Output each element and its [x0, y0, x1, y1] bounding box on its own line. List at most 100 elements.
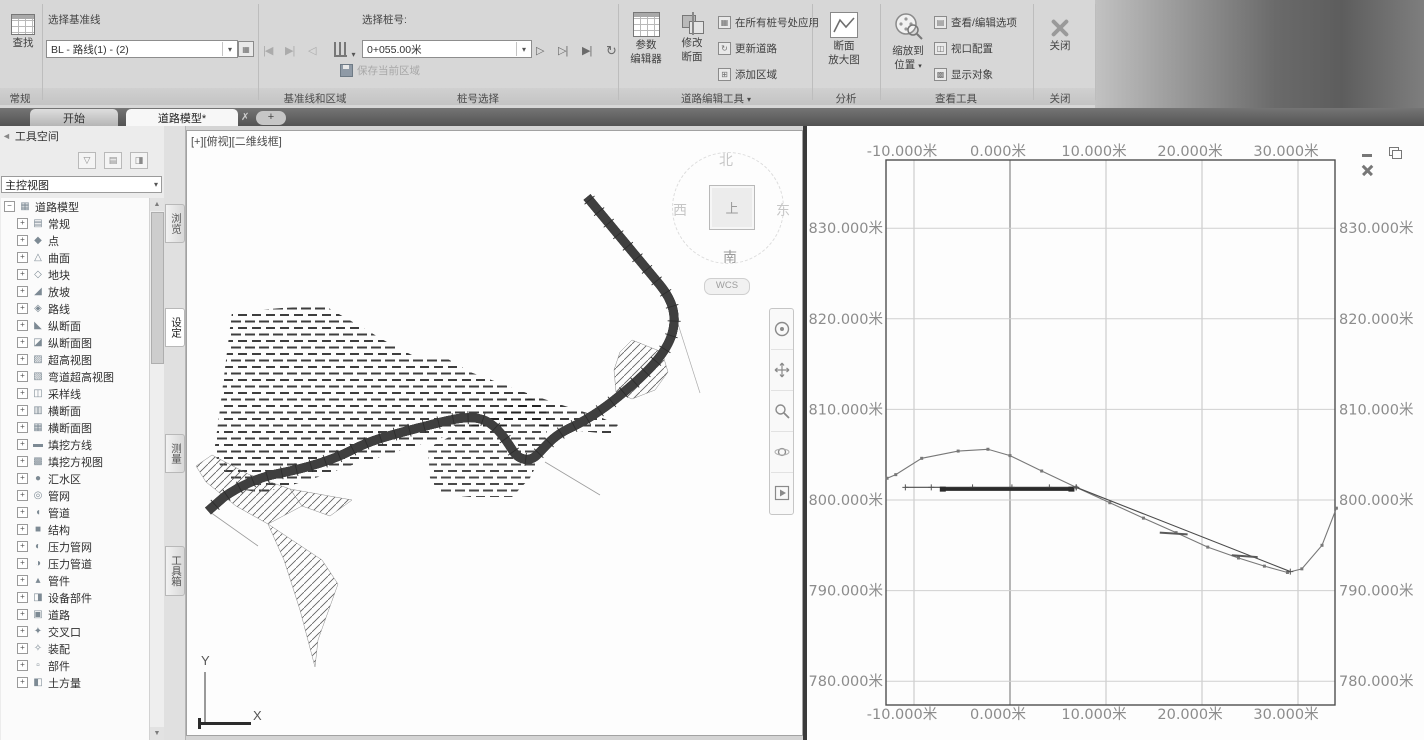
tree-item[interactable]: + ◨ 设备部件 — [1, 589, 149, 606]
tree-expander-icon[interactable]: + — [17, 524, 28, 535]
show-motion-icon[interactable] — [771, 473, 793, 513]
tree-item[interactable]: + ▦ 横断面图 — [1, 419, 149, 436]
tree-item[interactable]: + △ 曲面 — [1, 249, 149, 266]
tree-item[interactable]: + ✦ 交叉口 — [1, 623, 149, 640]
tree-expander-icon[interactable]: − — [4, 201, 15, 212]
tree-expander-icon[interactable]: + — [17, 235, 28, 246]
scroll-up-icon[interactable]: ▲ — [150, 198, 164, 211]
viewcube-west[interactable]: 西 — [673, 202, 687, 218]
section-zoom-chart-button[interactable]: 断面 放大图 — [822, 12, 866, 66]
tree-expander-icon[interactable]: + — [17, 269, 28, 280]
tree-expander-icon[interactable]: + — [17, 660, 28, 671]
side-tab-4[interactable]: 工具箱 — [165, 546, 185, 596]
apply-station-range-button[interactable]: ▦ 在所有桩号处应用 — [718, 14, 819, 30]
side-tab-1[interactable]: 浏览 — [165, 204, 185, 243]
tree-item[interactable]: + ◑ 压力管道 — [1, 555, 149, 572]
side-tab-2[interactable]: 设定 — [165, 308, 185, 347]
minimize-icon[interactable] — [1360, 146, 1375, 159]
tree-expander-icon[interactable]: + — [17, 303, 28, 314]
tree-item[interactable]: + ◖ 管道 — [1, 504, 149, 521]
view-edit-options-button[interactable]: ▤ 查看/编辑选项 — [934, 14, 1017, 30]
tab-start[interactable]: 开始 — [30, 109, 118, 126]
tree-item[interactable]: + ◆ 点 — [1, 232, 149, 249]
chevron-down-icon[interactable]: ▾ — [516, 42, 531, 56]
tree-expander-icon[interactable]: + — [17, 286, 28, 297]
tree-expander-icon[interactable]: + — [17, 575, 28, 586]
tree-expander-icon[interactable]: + — [17, 507, 28, 518]
tree-item[interactable]: + ◫ 采样线 — [1, 385, 149, 402]
tree-item[interactable]: + ▨ 超高视图 — [1, 351, 149, 368]
viewcube-top-face[interactable]: 上 — [709, 185, 755, 230]
tree-expander-icon[interactable]: + — [17, 626, 28, 637]
parameter-editor-button[interactable]: 参数 编辑器 — [626, 12, 666, 65]
update-corridor-button[interactable]: ↻ 更新道路 — [718, 40, 777, 56]
tree-expander-icon[interactable]: + — [17, 405, 28, 416]
tree-expander-icon[interactable]: + — [17, 490, 28, 501]
last-station-button[interactable]: ▶| — [582, 45, 592, 57]
close-button[interactable]: 关闭 — [1040, 18, 1080, 52]
tab-close-icon[interactable]: ✗ — [241, 112, 250, 123]
tree-expander-icon[interactable]: + — [17, 388, 28, 399]
viewcube-north[interactable]: 北 — [719, 152, 733, 168]
tree-item[interactable]: + ◢ 放坡 — [1, 283, 149, 300]
pick-baseline-button[interactable]: ▦ — [238, 41, 254, 57]
tree-expander-icon[interactable]: + — [17, 677, 28, 688]
view-mode-dropdown[interactable]: 主控视图 ▾ — [1, 176, 162, 193]
tree-item[interactable]: + ▫ 部件 — [1, 657, 149, 674]
tree-expander-icon[interactable]: + — [17, 473, 28, 484]
next-region-button[interactable]: ▷| — [558, 45, 568, 57]
tree-expander-icon[interactable]: + — [17, 422, 28, 433]
baseline-dropdown[interactable]: BL - 路线(1) - (2) ▾ — [46, 40, 238, 58]
tree-scrollbar[interactable]: ▲ ▼ — [149, 198, 164, 740]
tree-item[interactable]: + ◇ 地块 — [1, 266, 149, 283]
viewcube-south[interactable]: 南 — [723, 249, 737, 265]
tree-item[interactable]: + ◪ 纵断面图 — [1, 334, 149, 351]
chevron-down-icon[interactable]: ▾ — [222, 42, 237, 56]
tree-item[interactable]: + ▩ 填挖方视图 — [1, 453, 149, 470]
road-corridor[interactable] — [208, 196, 681, 511]
tree-expander-icon[interactable]: + — [17, 252, 28, 263]
tree-item[interactable]: + ● 汇水区 — [1, 470, 149, 487]
tree-expander-icon[interactable]: + — [17, 337, 28, 348]
tree-expander-icon[interactable]: + — [17, 558, 28, 569]
tree-item[interactable]: + ▤ 常规 — [1, 215, 149, 232]
viewport-controls-label[interactable]: [+][俯视][二维线框] — [191, 136, 282, 148]
station-dropdown[interactable]: 0+055.00米 ▾ — [362, 40, 532, 58]
viewcube-east[interactable]: 东 — [776, 202, 790, 218]
tree-item[interactable]: − ▦ 道路模型 — [1, 198, 149, 215]
tree-item[interactable]: + ▥ 横断面 — [1, 402, 149, 419]
viewcube-ring[interactable] — [672, 152, 784, 264]
modify-section-button[interactable]: 修改 断面 — [672, 12, 712, 63]
steering-wheel-icon[interactable] — [770, 309, 793, 350]
tree-expander-icon[interactable]: + — [17, 643, 28, 654]
last-region-button[interactable]: ▶| — [285, 45, 295, 57]
tree-expander-icon[interactable]: + — [17, 456, 28, 467]
previous-region-button[interactable]: ◁ — [308, 45, 317, 57]
tree-item[interactable]: + ▣ 道路 — [1, 606, 149, 623]
first-station-button[interactable]: |◀ — [263, 45, 273, 57]
tree-item[interactable]: + ▴ 管件 — [1, 572, 149, 589]
tree-expander-icon[interactable]: + — [17, 609, 28, 620]
tree-expander-icon[interactable]: + — [17, 354, 28, 365]
restore-icon[interactable] — [1387, 146, 1403, 159]
tree-expander-icon[interactable]: + — [17, 371, 28, 382]
show-objects-button[interactable]: ▩ 显示对象 — [934, 66, 993, 82]
tree-item[interactable]: + ▧ 弯道超高视图 — [1, 368, 149, 385]
new-tab-button[interactable]: + — [256, 111, 286, 125]
tree-item[interactable]: + ◧ 土方量 — [1, 674, 149, 691]
tree-item[interactable]: + ◈ 路线 — [1, 300, 149, 317]
save-region-button[interactable]: 保存当前区域 — [340, 62, 420, 78]
collapse-icon[interactable]: ◄ — [2, 131, 11, 141]
tab-drawing-active[interactable]: 道路模型* — [126, 109, 238, 126]
tree-item[interactable]: + ▬ 填挖方线 — [1, 436, 149, 453]
orbit-icon[interactable] — [770, 432, 793, 473]
tree-item[interactable]: + ◎ 管网 — [1, 487, 149, 504]
tree-expander-icon[interactable]: + — [17, 592, 28, 603]
next-station-button[interactable]: ▷ — [536, 45, 545, 57]
viewport-divider[interactable] — [803, 126, 807, 740]
scroll-down-icon[interactable]: ▼ — [150, 727, 164, 740]
find-button[interactable]: 查找 — [6, 14, 40, 49]
pan-icon[interactable] — [770, 350, 793, 391]
zoom-to-offset-button[interactable]: 缩放到 位置 ▾ — [886, 12, 930, 73]
viewport-config-button[interactable]: ◫ 视口配置 — [934, 40, 993, 56]
